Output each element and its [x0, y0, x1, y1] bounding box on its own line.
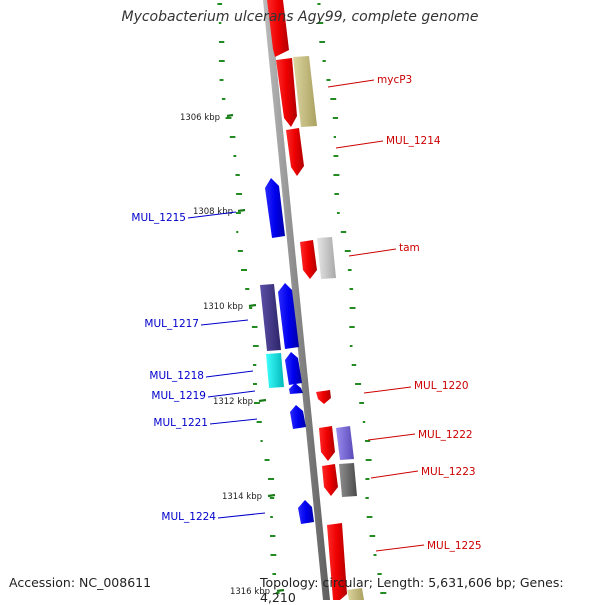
- tick-mark: [237, 208, 246, 213]
- label-leader: [335, 140, 384, 149]
- cds-arrow: [278, 283, 299, 349]
- tick-label: 1316 kbp: [230, 587, 270, 597]
- gc-skew-track: [217, 3, 387, 594]
- cds-arrow: [327, 523, 347, 600]
- gene-label: MUL_1221: [153, 417, 208, 429]
- cds-arrow: [300, 240, 317, 279]
- reverse-cds-track: [265, 178, 314, 524]
- tick-label: 1314 kbp: [222, 492, 262, 502]
- gene-label: MUL_1224: [161, 511, 216, 523]
- cds-box: [317, 237, 336, 279]
- label-leader: [370, 470, 419, 479]
- cds-arrow: [265, 178, 285, 238]
- tick-label: 1306 kbp: [180, 113, 220, 123]
- cds-arrow: [316, 390, 331, 404]
- label-leader: [205, 370, 254, 378]
- tick-label: 1308 kbp: [193, 207, 233, 217]
- gene-label: MUL_1215: [131, 212, 186, 224]
- cds-box: [347, 588, 364, 600]
- label-leader: [327, 79, 375, 88]
- tick-mark: [226, 113, 234, 118]
- cds-box: [266, 353, 284, 388]
- forward-cds-track: [267, 0, 347, 600]
- gene-label: MUL_1219: [151, 390, 206, 402]
- cds-box: [260, 284, 281, 351]
- forward-gene-labels: mycP3 MUL_1214 tam MUL_1220 MUL_1222 MUL…: [327, 74, 482, 552]
- gene-label: MUL_1214: [386, 135, 441, 147]
- gene-label: MUL_1218: [149, 370, 204, 382]
- label-leader: [363, 386, 412, 394]
- cds-arrow: [289, 383, 303, 394]
- cog-track-right: [293, 56, 364, 600]
- gene-label: MUL_1220: [414, 380, 469, 392]
- label-leader: [217, 512, 266, 519]
- label-leader: [187, 211, 237, 219]
- gene-label: mycP3: [377, 74, 412, 86]
- gene-label: tam: [399, 242, 420, 254]
- gene-label: MUL_1222: [418, 429, 473, 441]
- genome-backbone: [263, 0, 330, 600]
- tick-label: 1312 kbp: [213, 397, 253, 407]
- cds-arrow: [319, 426, 335, 461]
- accession-text: Accession: NC_008611: [9, 575, 152, 590]
- cds-arrow: [267, 0, 289, 57]
- genome-summary-text: Topology: circular; Length: 5,631,606 bp…: [260, 575, 564, 605]
- tick-mark: [248, 303, 257, 308]
- gene-label: MUL_1225: [427, 540, 482, 552]
- cds-box: [293, 56, 317, 127]
- label-leader: [207, 390, 256, 398]
- gene-label: MUL_1223: [421, 466, 476, 478]
- tick-mark: [276, 588, 285, 593]
- figure-title: Mycobacterium ulcerans Agy99, complete g…: [121, 9, 479, 25]
- cds-box: [339, 463, 357, 497]
- cds-arrow: [285, 352, 302, 385]
- cds-arrow: [290, 405, 306, 429]
- kbp-ticks: [226, 113, 285, 593]
- tick-mark: [267, 493, 276, 498]
- cds-arrow: [276, 58, 297, 127]
- kbp-tick-labels: 1306 kbp 1308 kbp 1310 kbp 1312 kbp 1314…: [180, 113, 270, 597]
- label-leader: [375, 544, 425, 552]
- label-leader: [200, 319, 249, 326]
- cds-arrow: [298, 500, 314, 524]
- label-leader: [348, 248, 397, 257]
- tick-label: 1310 kbp: [203, 302, 243, 312]
- reverse-gene-labels: MUL_1215 MUL_1217 MUL_1218 MUL_1219 MUL_…: [131, 211, 266, 523]
- label-leader: [209, 418, 258, 425]
- cog-track-left: [260, 284, 284, 388]
- cds-box: [336, 426, 354, 460]
- tick-mark: [258, 398, 267, 403]
- cds-arrow: [286, 128, 304, 176]
- gene-label: MUL_1217: [144, 318, 199, 330]
- cds-arrow: [322, 464, 338, 496]
- label-leader: [367, 433, 416, 441]
